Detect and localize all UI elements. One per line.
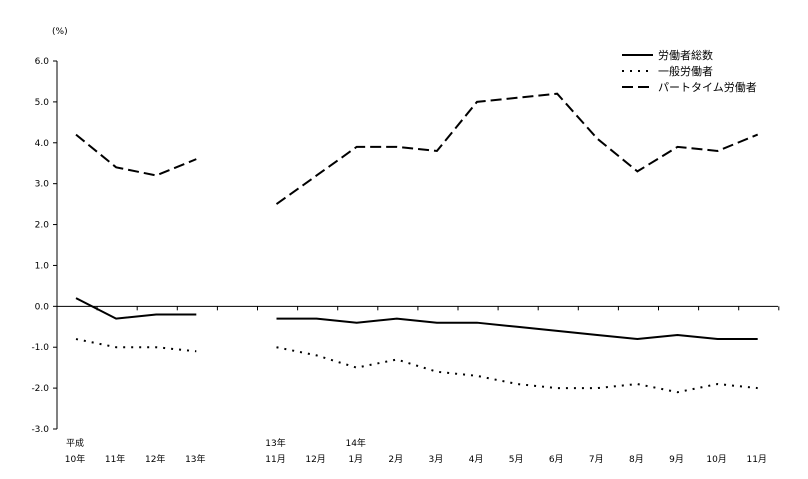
x-tick-label: 11月 [746, 454, 766, 465]
x-tick-label: 12月 [305, 454, 325, 465]
y-tick-label: 0.0 [35, 302, 50, 312]
x-tick-label: 9月 [669, 454, 684, 465]
y-tick-label: -3.0 [31, 425, 49, 435]
series-line [276, 317, 758, 341]
x-tick-label-top: 13年 [265, 437, 285, 449]
x-tick-label: 3月 [429, 454, 444, 465]
x-tick-label: 13年 [185, 453, 205, 465]
series-line [75, 297, 197, 320]
x-tick-label: 10月 [706, 454, 726, 465]
x-axis: 平成 10年 11年 12年 13年 13年 11月 12月 14年 1月 2月 3月 4月 5月 6月 7月… [56, 305, 780, 465]
x-tick-label: 11月 [265, 454, 285, 465]
x-tick-label: 8月 [629, 454, 644, 465]
x-tick-label: 5月 [509, 454, 524, 465]
legend-label: 労働者総数 [658, 48, 713, 62]
series-1 [75, 297, 758, 341]
y-unit-label: (%) [52, 27, 68, 37]
series-line [276, 346, 758, 394]
y-tick-label: 4.0 [35, 139, 50, 149]
y-tick-label: -2.0 [31, 384, 49, 394]
legend-label: パートタイム労働者 [658, 80, 757, 94]
x-tick-label: 4月 [469, 454, 484, 465]
y-tick-label: -1.0 [31, 343, 49, 353]
x-tick-label: 2月 [388, 454, 403, 465]
series-3 [75, 92, 759, 205]
series-layer [75, 92, 759, 394]
legend-label: 一般労働者 [658, 64, 713, 78]
series-line [75, 133, 197, 177]
y-tick-label: 6.0 [35, 57, 50, 67]
x-tick-label: 7月 [589, 454, 604, 465]
x-tick-label-top: 14年 [345, 437, 365, 449]
x-tick-label: 10年 [65, 453, 85, 465]
series-line [75, 338, 197, 353]
y-tick-label: 3.0 [35, 180, 50, 190]
x-tick-label: 6月 [549, 454, 564, 465]
series-line [275, 92, 759, 205]
x-tick-label: 1月 [348, 454, 363, 465]
x-tick-label: 11年 [105, 453, 125, 465]
y-axis: 6.0 5.0 4.0 3.0 2.0 1.0 0.0 -1.0 -2.0 -3.0 [31, 57, 58, 435]
y-tick-label: 1.0 [35, 261, 50, 271]
y-tick-label: 5.0 [35, 98, 50, 108]
y-tick-label: 2.0 [35, 221, 50, 231]
x-tick-label-top: 平成 [66, 437, 84, 449]
x-tick-label: 12年 [145, 453, 165, 465]
series-2 [75, 338, 758, 394]
